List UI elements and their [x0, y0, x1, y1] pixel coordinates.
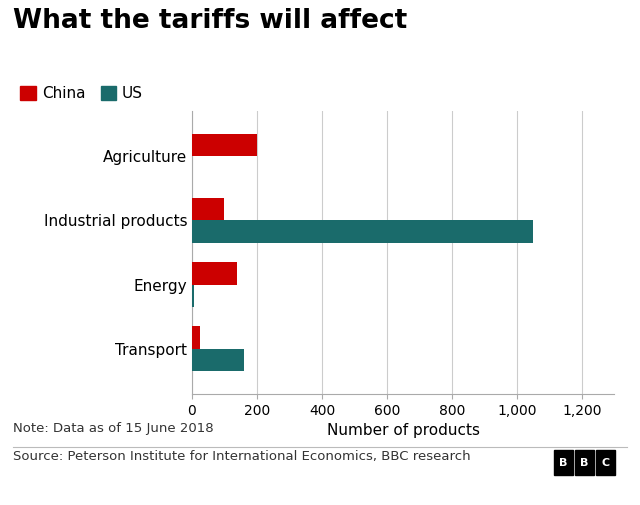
Bar	[192, 220, 533, 243]
Text: What the tariffs will affect: What the tariffs will affect	[13, 8, 407, 33]
Bar	[192, 326, 200, 349]
Bar	[192, 285, 194, 307]
Bar	[192, 198, 225, 220]
X-axis label: Number of products: Number of products	[326, 423, 480, 438]
Bar	[192, 349, 244, 371]
Text: C: C	[602, 458, 609, 468]
Text: Source: Peterson Institute for International Economics, BBC research: Source: Peterson Institute for Internati…	[13, 450, 470, 464]
Bar	[192, 134, 257, 156]
Bar	[192, 262, 237, 285]
Text: Note: Data as of 15 June 2018: Note: Data as of 15 June 2018	[13, 422, 213, 435]
Text: B: B	[559, 458, 568, 468]
Text: B: B	[580, 458, 589, 468]
Legend: China, US: China, US	[20, 86, 143, 101]
